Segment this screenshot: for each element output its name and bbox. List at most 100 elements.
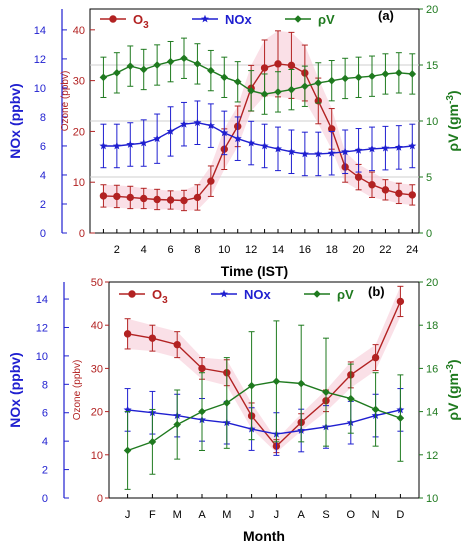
x-tick-label: M	[222, 509, 231, 521]
rhov-label-close: )	[445, 359, 461, 364]
nox-tick-label: 0	[42, 493, 48, 505]
x-tick-label: 22	[379, 244, 391, 256]
data-point	[153, 134, 162, 143]
data-point	[381, 186, 390, 194]
data-point	[207, 66, 215, 75]
x-tick-label: 24	[406, 244, 418, 256]
data-point	[287, 85, 296, 94]
x-tick-label: D	[396, 509, 404, 521]
rhov-label-main: ρV (gm	[445, 104, 461, 152]
x-tick-label: 4	[141, 244, 147, 256]
legend-marker	[294, 15, 302, 23]
data-point	[247, 86, 255, 95]
legend-label: ρV	[337, 287, 354, 302]
data-point	[193, 118, 202, 127]
ozone-tick-label: 40	[73, 25, 85, 37]
subscript: 3	[162, 295, 168, 306]
rhov-tick-label: 20	[426, 4, 438, 16]
data-point	[180, 120, 188, 128]
x-tick-label: 10	[218, 244, 230, 256]
data-point	[341, 74, 349, 83]
nox-tick-label: 12	[36, 322, 48, 334]
ozone-tick-label: 10	[91, 450, 103, 462]
data-point	[112, 141, 121, 150]
nox-tick-label: 6	[42, 408, 48, 420]
data-point	[408, 191, 416, 199]
data-point	[123, 330, 132, 338]
nox-tick-label: 12	[34, 54, 46, 66]
rhov-tick-label: 18	[426, 320, 438, 332]
x-tick-label: 20	[352, 244, 364, 256]
ozone-tick-label: 30	[91, 363, 103, 375]
series-o3	[123, 285, 405, 454]
data-point	[322, 388, 330, 396]
rhov-label-main: ρV (gm	[445, 373, 461, 421]
legend-marker	[313, 290, 321, 298]
x-tick-label: 16	[299, 244, 311, 256]
legend-marker	[109, 15, 117, 23]
legend-label: NOx	[225, 12, 253, 27]
x-axis: J F M A M J J A S O N D Month	[125, 494, 404, 544]
data-point	[408, 70, 417, 78]
data-point	[247, 138, 256, 147]
data-point	[408, 141, 417, 150]
nox-axis-label: NOx (ppbv)	[7, 83, 23, 158]
data-point	[148, 438, 157, 446]
data-point	[287, 147, 296, 156]
data-point	[166, 57, 175, 66]
data-point	[395, 189, 403, 198]
legend: O3 NOx ρV	[119, 287, 354, 306]
nox-tick-label: 10	[36, 351, 48, 363]
x-tick-label: N	[372, 509, 380, 521]
data-point	[260, 90, 269, 98]
data-point	[180, 54, 188, 63]
rhov-tick-label: 10	[426, 493, 438, 505]
nox-axis: 0 2 4 6 8 10 12 14 NOx (ppbv)	[7, 282, 69, 505]
x-tick-label: 14	[272, 244, 284, 256]
series-line	[103, 121, 413, 155]
data-point	[287, 61, 296, 70]
data-point	[314, 149, 323, 158]
ozone-tick-label: 20	[91, 407, 103, 419]
data-point	[180, 196, 188, 205]
o3-error-band	[127, 286, 401, 453]
data-point	[394, 143, 403, 151]
data-point	[113, 192, 121, 201]
data-point	[198, 407, 206, 416]
data-point	[140, 194, 148, 203]
series-line	[127, 380, 401, 452]
data-point	[126, 62, 135, 70]
ozone-axis: 0 10 20 30 40 Ozone (ppbv)	[60, 25, 95, 240]
ozone-axis-label: Ozone (ppbv)	[72, 360, 83, 421]
nox-tick-label: 6	[40, 141, 46, 153]
x-tick-label: 2	[114, 244, 120, 256]
series-rhov	[99, 37, 417, 115]
series-o3	[99, 30, 416, 212]
x-tick-label: J	[249, 509, 255, 521]
rhov-tick-label: 0	[426, 228, 432, 240]
data-point	[220, 128, 229, 137]
data-point	[327, 149, 336, 157]
nox-tick-label: 8	[40, 112, 46, 124]
panel-label: (a)	[378, 8, 394, 23]
data-point	[371, 353, 380, 362]
data-point	[153, 195, 161, 204]
plot-frame	[108, 281, 420, 499]
data-point	[233, 134, 242, 143]
data-point	[223, 399, 231, 407]
x-tick-label: J	[125, 509, 131, 521]
ozone-axis-label: Ozone (ppbv)	[60, 71, 71, 132]
subscript: 3	[143, 20, 149, 31]
data-point	[193, 193, 202, 202]
chart-panel-b: J F M A M J J A S O N D Month 0 2 4 6 8 10 12 14 NOx (ppbv) 0 1…	[7, 277, 461, 544]
nox-tick-label: 4	[40, 170, 46, 182]
data-point	[274, 88, 282, 96]
rhov-axis: 0 5 10 15 20 ρV (gm-3)	[419, 4, 461, 240]
data-point	[99, 73, 108, 82]
legend-label: O3	[152, 287, 168, 306]
nox-tick-label: 0	[40, 228, 46, 240]
ozone-tick-label: 50	[91, 277, 103, 289]
data-point	[220, 73, 229, 82]
x-tick-label: 18	[326, 244, 338, 256]
